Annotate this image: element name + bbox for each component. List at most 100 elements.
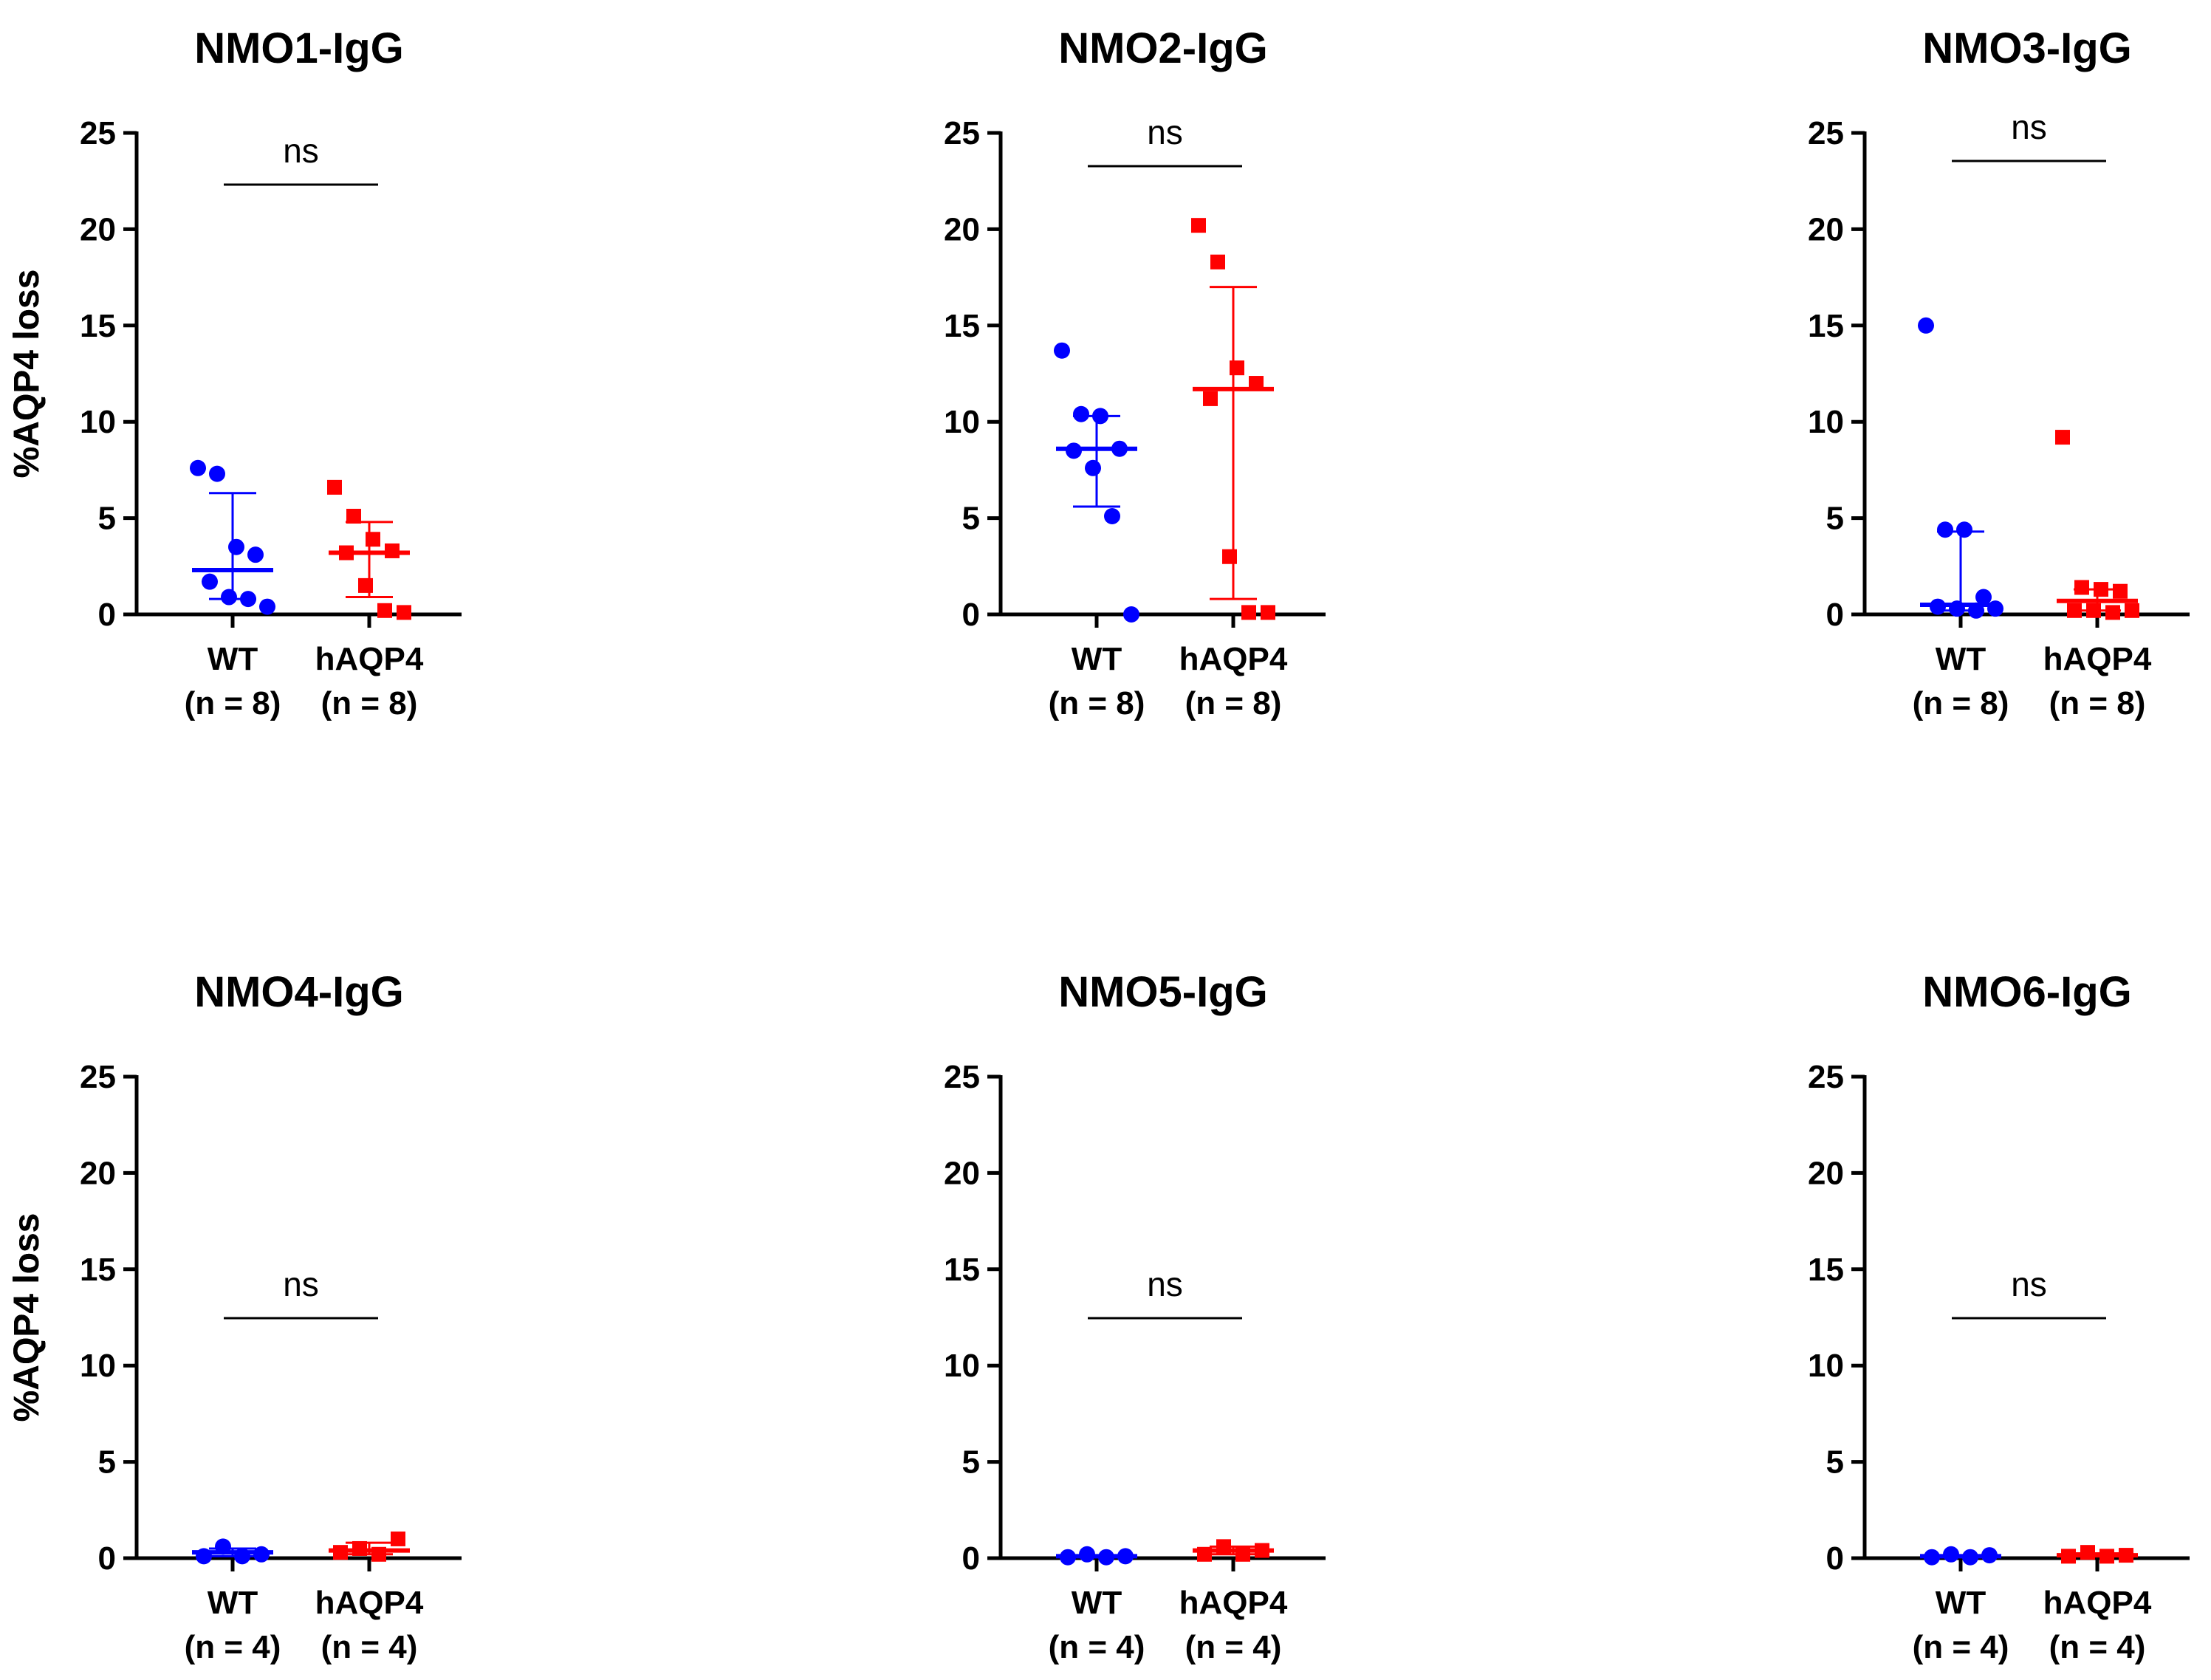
- y-tick-label: 15: [80, 1252, 116, 1288]
- data-point: [202, 573, 218, 590]
- y-tick-label: 20: [1808, 1155, 1844, 1191]
- data-point: [1975, 589, 1992, 606]
- significance-label: ns: [1147, 1265, 1183, 1303]
- data-point: [2055, 430, 2070, 445]
- series-hAQP4: [329, 1531, 410, 1562]
- y-tick-label: 0: [98, 1540, 116, 1577]
- y-tick-label: 25: [80, 1059, 116, 1095]
- y-tick-label: 10: [80, 1348, 116, 1384]
- data-point: [209, 465, 225, 482]
- y-tick-label: 0: [962, 1540, 980, 1577]
- data-point: [2086, 603, 2101, 618]
- panel-title: NMO2-IgG: [1058, 24, 1268, 72]
- category-label: WT: [1936, 1585, 1987, 1621]
- data-point: [346, 508, 361, 524]
- data-point: [228, 538, 244, 555]
- significance-label: ns: [2011, 1265, 2047, 1303]
- data-point: [327, 479, 342, 495]
- n-label: (n = 4): [2049, 1629, 2146, 1665]
- panel-3: NMO3-IgG %AQP4 loss 0 5 10 15 20 25 WT (n = 8) hAQ…: [7, 24, 2190, 721]
- y-tick-label: 5: [962, 501, 980, 537]
- data-point: [1104, 507, 1120, 524]
- y-tick-label: 15: [1808, 308, 1844, 344]
- data-point: [1241, 605, 1256, 620]
- category-label: hAQP4: [2043, 641, 2152, 677]
- significance-label: ns: [283, 131, 319, 170]
- data-point: [2113, 583, 2128, 599]
- series-hAQP4: [1193, 1539, 1274, 1562]
- category-label: hAQP4: [1179, 641, 1288, 677]
- y-tick-label: 20: [80, 211, 116, 247]
- n-label: (n = 4): [321, 1629, 418, 1665]
- panel-title: NMO3-IgG: [1922, 24, 2132, 72]
- y-tick-label: 25: [944, 1059, 980, 1095]
- category-label: WT: [208, 641, 258, 677]
- y-tick-label: 20: [944, 211, 980, 247]
- y-tick-label: 5: [98, 1444, 116, 1481]
- data-point: [1956, 521, 1972, 538]
- series-WT: [190, 459, 275, 615]
- data-point: [259, 598, 275, 615]
- data-point: [2094, 582, 2108, 597]
- y-tick-label: 15: [944, 1252, 980, 1288]
- data-point: [1261, 605, 1275, 620]
- n-label: (n = 8): [185, 685, 281, 721]
- data-point: [358, 577, 373, 593]
- series-hAQP4: [2055, 430, 2139, 620]
- y-tick-label: 20: [944, 1155, 980, 1191]
- y-axis-label: %AQP4 loss: [7, 1213, 47, 1422]
- y-tick-label: 25: [1808, 1059, 1844, 1095]
- category-label: hAQP4: [315, 1585, 424, 1621]
- panel-4: NMO4-IgG %AQP4 loss 0 5 10 15 20 25 WT (n = 4) hAQ…: [7, 968, 462, 1665]
- data-point: [2074, 580, 2089, 595]
- n-label: (n = 8): [1185, 685, 1282, 721]
- panel-5: NMO5-IgG %AQP4 loss 0 5 10 15 20 25 WT (n = 4) hAQ…: [7, 968, 1326, 1665]
- y-tick-label: 0: [98, 597, 116, 633]
- n-label: (n = 8): [1049, 685, 1145, 721]
- data-point: [1222, 549, 1237, 564]
- data-point: [1085, 459, 1101, 476]
- series-hAQP4: [327, 479, 411, 620]
- data-point: [247, 546, 264, 563]
- y-tick-label: 5: [962, 1444, 980, 1481]
- n-label: (n = 4): [1913, 1629, 2009, 1665]
- category-label: hAQP4: [1179, 1585, 1288, 1621]
- panel-6: NMO6-IgG %AQP4 loss 0 5 10 15 20 25 WT (n = 4) hAQ…: [7, 968, 2190, 1665]
- data-point: [221, 589, 237, 606]
- y-tick-label: 0: [1826, 597, 1844, 633]
- y-tick-label: 0: [962, 597, 980, 633]
- data-point: [2080, 1545, 2095, 1560]
- y-tick-label: 0: [1826, 1540, 1844, 1577]
- significance-label: ns: [1147, 113, 1183, 151]
- data-point: [1918, 317, 1934, 334]
- y-axis-label: %AQP4 loss: [7, 270, 47, 479]
- n-label: (n = 8): [2049, 685, 2146, 721]
- data-point: [377, 603, 392, 618]
- y-tick-label: 25: [80, 115, 116, 151]
- n-label: (n = 4): [1185, 1629, 1282, 1665]
- y-tick-label: 10: [1808, 404, 1844, 440]
- data-point: [1092, 408, 1108, 425]
- category-label: hAQP4: [2043, 1585, 2152, 1621]
- data-point: [1230, 360, 1244, 376]
- panel-title: NMO6-IgG: [1922, 968, 2132, 1016]
- y-tick-label: 15: [1808, 1252, 1844, 1288]
- data-point: [1191, 218, 1206, 233]
- n-label: (n = 4): [1049, 1629, 1145, 1665]
- data-point: [2105, 605, 2120, 620]
- category-label: WT: [1936, 641, 1987, 677]
- n-label: (n = 8): [321, 685, 418, 721]
- y-axis-label: %AQP4 loss: [7, 270, 47, 479]
- panel-title: NMO1-IgG: [194, 24, 404, 72]
- data-point: [1073, 405, 1089, 422]
- y-tick-label: 5: [98, 501, 116, 537]
- significance-label: ns: [283, 1265, 319, 1303]
- y-tick-label: 10: [944, 404, 980, 440]
- y-tick-label: 5: [1826, 1444, 1844, 1481]
- y-axis-label: %AQP4 loss: [7, 1213, 47, 1422]
- data-point: [240, 591, 256, 608]
- series-WT: [1056, 1546, 1137, 1566]
- y-tick-label: 10: [944, 1348, 980, 1384]
- category-label: WT: [1072, 641, 1122, 677]
